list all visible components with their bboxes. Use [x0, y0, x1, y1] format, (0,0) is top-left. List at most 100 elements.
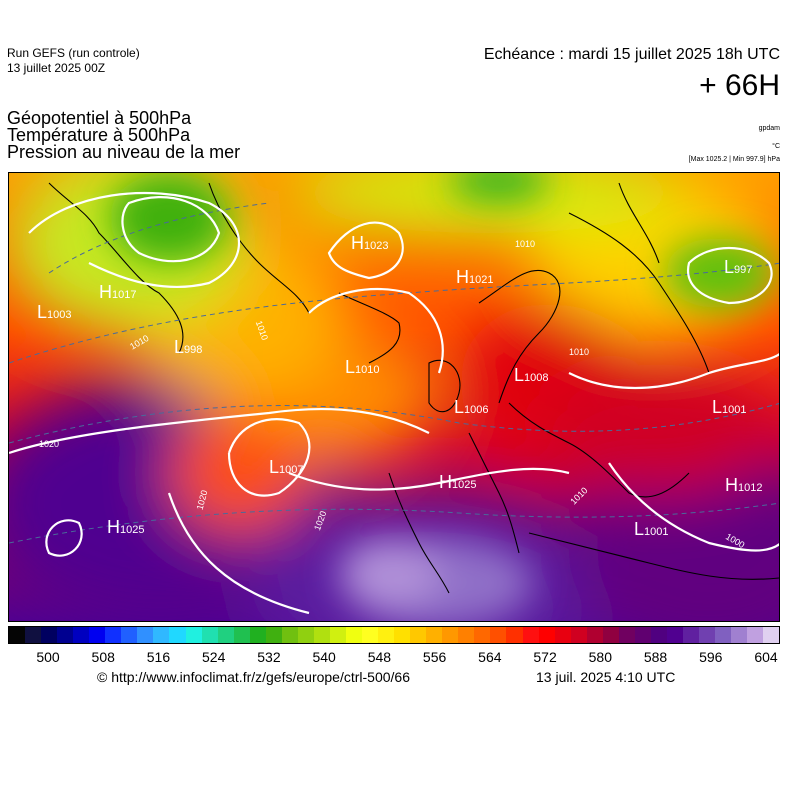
- pressure-center: H1021: [456, 267, 493, 287]
- colorbar-swatch: [121, 627, 138, 643]
- run-date: 13 juillet 2025 00Z: [7, 61, 106, 75]
- isobar-label: 1010: [569, 347, 589, 357]
- colorbar-swatch: [281, 627, 298, 643]
- colorbar-swatch: [41, 627, 58, 643]
- colorbar-swatch: [313, 627, 330, 643]
- colorbar-swatch: [426, 627, 443, 643]
- field-list: Géopotentiel à 500hPa Température à 500h…: [7, 108, 241, 162]
- colorbar: [8, 626, 780, 644]
- pressure-center: L1006: [454, 397, 489, 417]
- pressure-center: H1012: [725, 475, 762, 495]
- pressure-max-min: [Max 1025.2 | Min 997.9] hPa: [688, 156, 780, 163]
- colorbar-tick-label: 572: [533, 649, 557, 665]
- colorbar-swatch: [185, 627, 202, 643]
- unit-gpdam: gpdam: [758, 125, 780, 132]
- colorbar-tick-label: 500: [36, 649, 60, 665]
- colorbar-tick-label: 524: [202, 649, 226, 665]
- colorbar-swatch: [618, 627, 635, 643]
- colorbar-swatch: [25, 627, 42, 643]
- pressure-center: L1003: [37, 302, 72, 322]
- colorbar-swatch: [442, 627, 459, 643]
- isobar-labels: 1020 1020 1010 1010 1010 1010 1020 1010 …: [39, 239, 746, 550]
- lead-time: + 66H: [699, 69, 780, 102]
- pressure-center-labels: H1017 L1003 L998 H1023 H1021 L1010 L1006…: [37, 233, 762, 539]
- pressure-center: H1017: [99, 282, 136, 302]
- field-temperature: Température à 500hPa: [7, 125, 191, 145]
- field-mslp: Pression au niveau de la mer: [7, 142, 241, 162]
- run-title: Run GEFS (run controle): [7, 46, 140, 60]
- colorbar-swatch: [715, 627, 732, 643]
- pressure-center: L1001: [634, 519, 669, 539]
- colorbar-swatch: [9, 627, 26, 643]
- forecast-map[interactable]: H1017 L1003 L998 H1023 H1021 L1010 L1006…: [8, 172, 780, 622]
- forecast-valid-time: Echéance : mardi 15 juillet 2025 18h UTC: [483, 46, 780, 63]
- colorbar-swatch: [265, 627, 282, 643]
- colorbar-tick-label: 556: [422, 649, 447, 665]
- colorbar-swatch: [666, 627, 683, 643]
- colorbar-swatch: [586, 627, 603, 643]
- credit-link[interactable]: © http://www.infoclimat.fr/z/gefs/europe…: [97, 669, 411, 685]
- isobars: [9, 191, 779, 615]
- colorbar-swatch: [634, 627, 651, 643]
- pressure-center: H1023: [351, 233, 388, 253]
- colorbar-swatch: [602, 627, 619, 643]
- colorbar-tick-label: 580: [588, 649, 612, 665]
- pressure-center: L997: [724, 257, 752, 277]
- colorbar-tick-label: 604: [754, 649, 778, 665]
- colorbar-swatch: [297, 627, 314, 643]
- temperature-field: [9, 173, 779, 621]
- colorbar-swatch: [650, 627, 667, 643]
- colorbar-swatch: [201, 627, 218, 643]
- colorbar-tick-label: 596: [699, 649, 723, 665]
- colorbar-swatch: [522, 627, 539, 643]
- issued-time: 13 juil. 2025 4:10 UTC: [536, 669, 676, 685]
- colorbar-swatch: [153, 627, 170, 643]
- colorbar-tick-label: 540: [312, 649, 336, 665]
- colorbar-tick-label: 588: [643, 649, 668, 665]
- colorbar-swatch: [89, 627, 106, 643]
- pressure-center: L998: [174, 337, 202, 357]
- colorbar-swatch: [682, 627, 700, 643]
- pressure-center: H1025: [107, 517, 144, 537]
- colorbar-swatch: [506, 627, 523, 643]
- pressure-center: L1008: [514, 365, 549, 385]
- isobar-label: 1020: [39, 439, 59, 449]
- colorbar-swatch: [345, 627, 363, 643]
- colorbar-swatch: [763, 627, 780, 643]
- pressure-center: L1007: [269, 457, 304, 477]
- pressure-center: L1010: [345, 357, 380, 377]
- isobar-label: 1010: [515, 239, 535, 249]
- colorbar-swatch: [217, 627, 234, 643]
- colorbar-swatch: [249, 627, 266, 643]
- colorbar-swatch: [410, 627, 427, 643]
- colorbar-swatch: [73, 627, 90, 643]
- map-canvas: H1017 L1003 L998 H1023 H1021 L1010 L1006…: [9, 173, 779, 621]
- colorbar-tick-label: 564: [478, 649, 502, 665]
- colorbar-tick-label: 516: [146, 649, 171, 665]
- colorbar-swatch: [233, 627, 250, 643]
- colorbar-swatch: [169, 627, 186, 643]
- colorbar-tick-label: 532: [257, 649, 281, 665]
- colorbar-tick-label: 548: [367, 649, 392, 665]
- colorbar-swatch: [137, 627, 154, 643]
- coastlines: [48, 182, 779, 594]
- pressure-center: H1025: [439, 472, 476, 492]
- colorbar-swatch: [699, 627, 716, 643]
- colorbar-swatch: [570, 627, 587, 643]
- colorbar-swatch: [329, 627, 346, 643]
- pressure-center: L1001: [712, 397, 747, 417]
- colorbar-swatch: [57, 627, 74, 643]
- colorbar-swatch: [747, 627, 764, 643]
- colorbar-swatch: [731, 627, 748, 643]
- colorbar-swatch: [105, 627, 122, 643]
- unit-celsius: °C: [772, 143, 780, 150]
- colorbar-swatch: [394, 627, 411, 643]
- colorbar-swatch: [554, 627, 571, 643]
- colorbar-tick-label: 508: [91, 649, 115, 665]
- colorbar-swatch: [490, 627, 507, 643]
- field-geopotential: Géopotentiel à 500hPa: [7, 108, 192, 128]
- colorbar-swatch: [474, 627, 491, 643]
- colorbar-swatch: [362, 627, 379, 643]
- colorbar-swatch: [458, 627, 475, 643]
- colorbar-swatch: [538, 627, 555, 643]
